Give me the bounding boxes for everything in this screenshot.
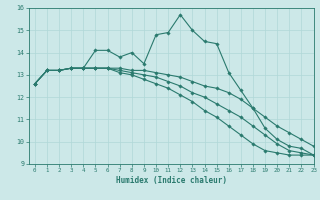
- X-axis label: Humidex (Indice chaleur): Humidex (Indice chaleur): [116, 176, 227, 185]
